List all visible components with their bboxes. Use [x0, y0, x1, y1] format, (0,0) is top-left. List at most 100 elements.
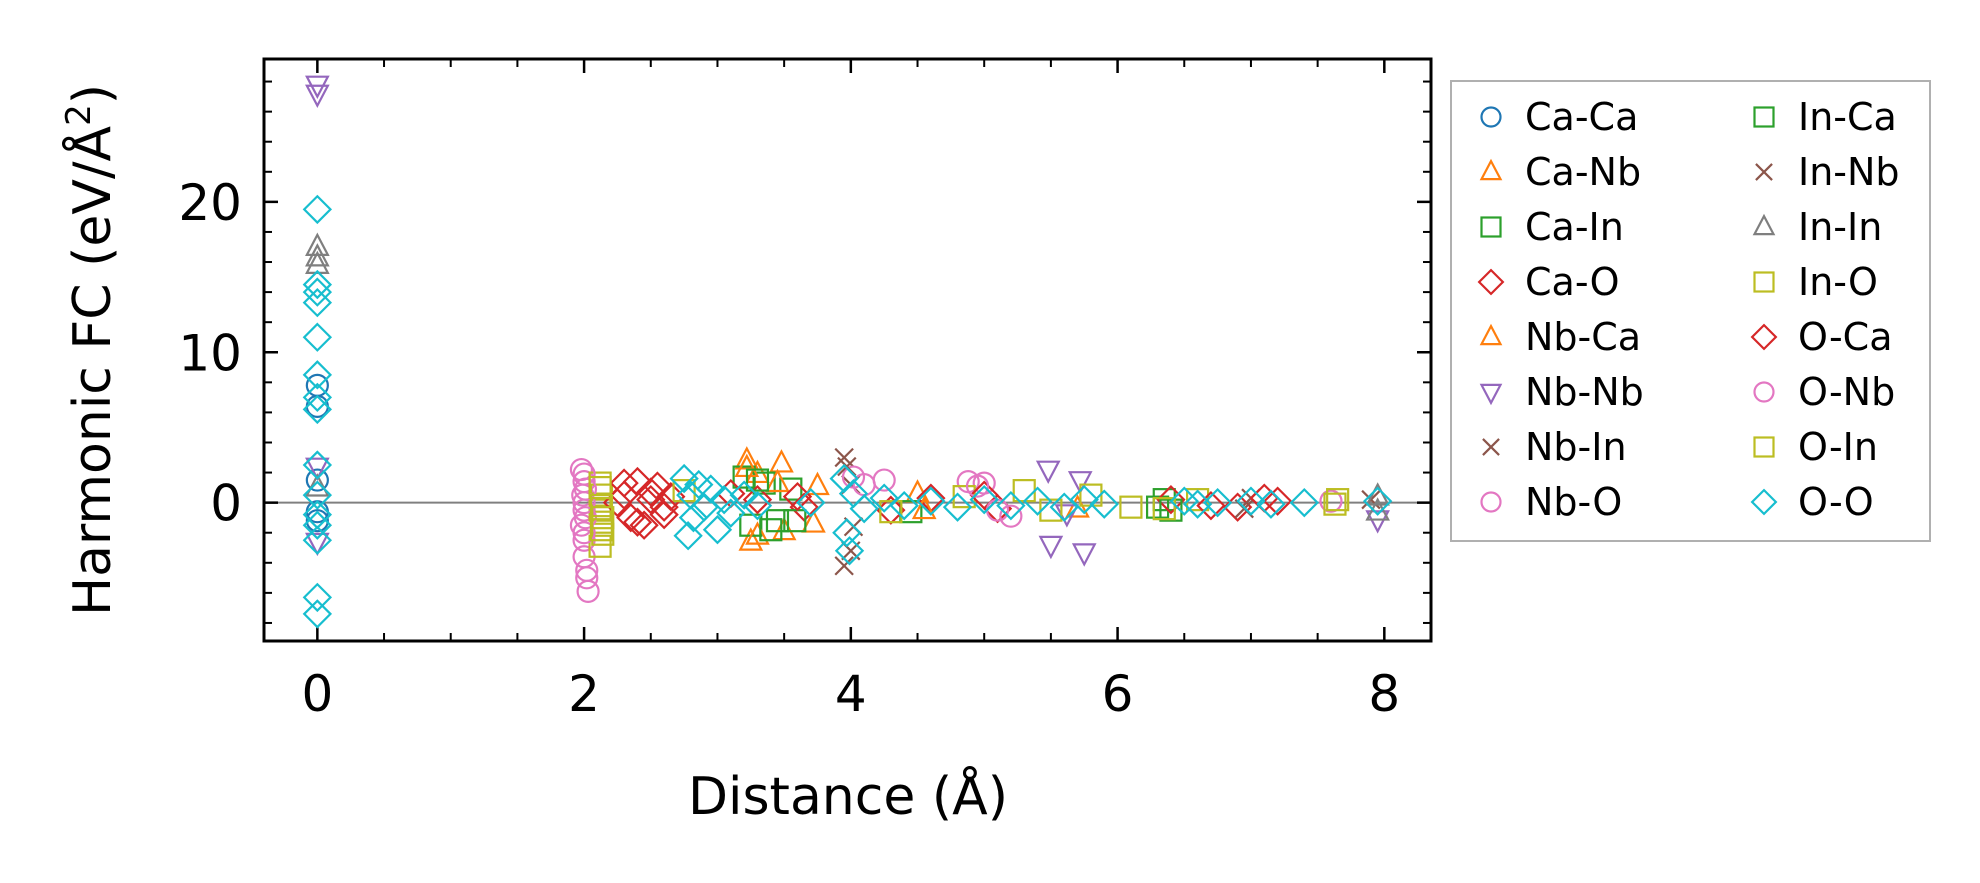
data-point — [742, 490, 773, 521]
legend-marker — [1482, 438, 1500, 456]
data-point — [1262, 486, 1293, 516]
data-point — [1156, 484, 1186, 515]
legend-marker — [1753, 106, 1775, 128]
data-point — [969, 480, 999, 510]
data-point — [1319, 489, 1343, 513]
data-point — [572, 521, 596, 545]
data-point — [302, 582, 333, 613]
series-nb-nb — [305, 75, 1390, 567]
data-point — [765, 509, 790, 533]
data-point — [879, 500, 903, 524]
data-point — [837, 456, 857, 477]
data-point — [622, 466, 653, 497]
data-point — [1152, 497, 1176, 521]
legend-label: In-Ca — [1798, 95, 1897, 139]
series-o-nb — [572, 462, 1010, 582]
legend-label: In-Nb — [1798, 150, 1900, 194]
data-point — [829, 463, 859, 494]
data-point — [588, 534, 612, 558]
data-point — [669, 463, 699, 494]
legend-entry: In-In — [1752, 205, 1882, 249]
data-point — [832, 518, 862, 548]
data-point — [636, 477, 666, 507]
data-point — [765, 468, 790, 493]
data-point — [745, 468, 770, 492]
data-point — [759, 518, 783, 542]
data-point — [622, 507, 653, 537]
legend-marker — [1479, 158, 1503, 181]
legend-frame — [1450, 80, 1931, 542]
data-point — [678, 503, 709, 533]
legend-marker — [1755, 163, 1773, 181]
y-tick-label: 0 — [210, 475, 242, 533]
data-point — [916, 486, 946, 516]
legend-label: Nb-Nb — [1525, 370, 1644, 414]
data-point — [302, 382, 333, 413]
legend-label: In-O — [1798, 260, 1878, 304]
series-ca-nb — [734, 446, 1090, 551]
data-point — [305, 243, 330, 267]
data-point — [1089, 489, 1119, 519]
data-point — [1256, 489, 1286, 519]
data-point — [1236, 486, 1266, 516]
legend-entry: Ca-Ca — [1480, 95, 1638, 139]
data-point — [783, 509, 807, 533]
legend-entry: Nb-O — [1480, 480, 1622, 524]
data-point — [889, 490, 919, 521]
legend-entry: Nb-Ca — [1479, 315, 1641, 359]
legend-marker — [1479, 383, 1503, 406]
legend-label: Ca-In — [1525, 205, 1624, 249]
legend-label: O-Nb — [1798, 370, 1895, 414]
data-point — [1022, 486, 1053, 516]
legend-entry: Nb-Nb — [1479, 370, 1644, 414]
data-point — [591, 506, 615, 530]
legend-marker — [1480, 491, 1502, 513]
data-point — [869, 483, 899, 513]
legend-entry: O-In — [1753, 425, 1878, 469]
legend-entry: In-Ca — [1753, 95, 1897, 139]
data-point — [591, 522, 615, 546]
legend-entry: Ca-O — [1477, 260, 1620, 304]
data-point — [1365, 510, 1390, 534]
data-point — [302, 194, 333, 225]
x-tick-label: 4 — [835, 665, 867, 723]
data-point — [673, 521, 703, 551]
data-point — [1202, 487, 1233, 518]
data-point — [969, 484, 999, 515]
data-point — [801, 509, 826, 533]
data-point — [589, 518, 614, 542]
data-point — [771, 516, 797, 541]
series-o-o — [302, 194, 1393, 629]
data-point — [609, 468, 639, 498]
data-point — [572, 491, 596, 515]
data-point — [1289, 487, 1319, 518]
data-point — [1035, 460, 1061, 484]
data-point — [834, 536, 865, 566]
legend-marker — [1479, 323, 1503, 346]
data-point — [742, 484, 773, 515]
data-point — [302, 480, 333, 510]
data-point — [305, 468, 329, 492]
y-tick-label: 10 — [178, 324, 242, 382]
x-axis-label: Distance (Å) — [688, 765, 1008, 827]
legend-marker — [1753, 381, 1775, 403]
data-point — [305, 84, 330, 109]
data-point — [305, 532, 330, 557]
legend-entry: O-Nb — [1753, 370, 1895, 414]
legend-marker — [1477, 268, 1505, 296]
data-point — [573, 477, 598, 501]
legend-label: In-In — [1798, 205, 1882, 249]
data-point — [745, 521, 770, 545]
legend-marker — [1753, 436, 1775, 458]
y-axis-label: Harmonic FC (eV/Å2) — [59, 84, 123, 616]
data-point — [649, 492, 679, 522]
legend-entry: Nb-In — [1482, 425, 1627, 469]
legend-entry: Ca-In — [1480, 205, 1624, 249]
data-point — [575, 558, 599, 582]
data-point — [834, 556, 854, 576]
series-nb-ca — [734, 453, 937, 545]
data-point — [1326, 488, 1350, 512]
data-point — [1323, 492, 1347, 516]
y-tick-label: 20 — [178, 174, 242, 232]
